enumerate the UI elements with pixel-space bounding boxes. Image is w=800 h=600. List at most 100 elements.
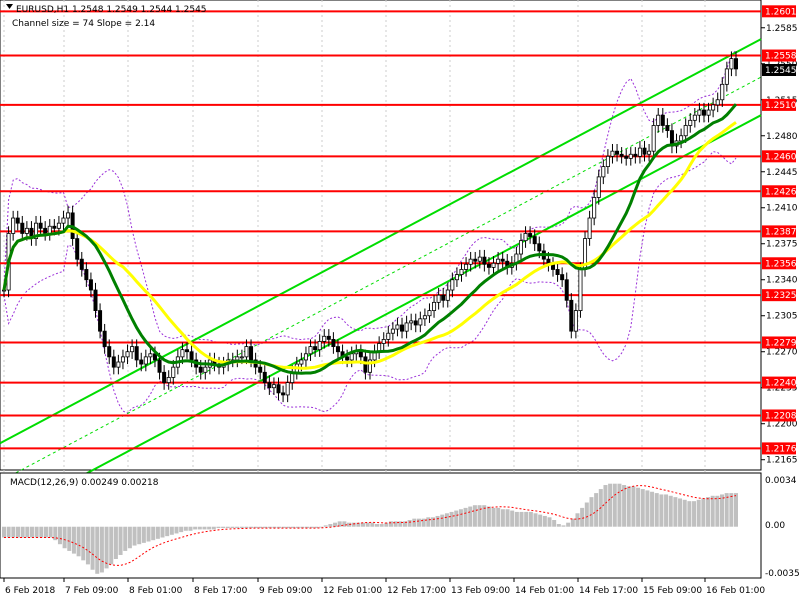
- price-channel: [0, 38, 762, 521]
- price-tick-label: 1.2480: [766, 132, 798, 142]
- macd-bar: [337, 521, 342, 527]
- macd-bar: [216, 526, 221, 529]
- macd-bar: [104, 526, 109, 569]
- candle-body: [198, 366, 203, 373]
- macd-bar: [25, 526, 30, 538]
- macd-tick-top: 0.0034: [765, 476, 797, 486]
- candle-body: [11, 217, 16, 234]
- level-tag-label: 1.2240: [765, 379, 797, 389]
- candle-body: [692, 114, 697, 121]
- macd-bar: [416, 518, 421, 527]
- macd-signal-line: [4, 485, 737, 566]
- macd-pane: MACD(12,26,9) 0.00249 0.00218 0.0034 0.0…: [0, 472, 800, 579]
- candle-body: [244, 346, 249, 358]
- candle-body: [326, 335, 331, 340]
- macd-bar: [710, 495, 715, 527]
- macd-bar: [230, 526, 235, 529]
- time-tick-label: 8 Feb 17:00: [194, 586, 248, 596]
- candle-body: [262, 371, 267, 383]
- candle-body: [249, 346, 254, 361]
- macd-bar: [291, 526, 296, 529]
- level-tag-label: 1.2208: [765, 411, 797, 421]
- candle-body: [532, 236, 537, 245]
- candle-body: [390, 328, 395, 334]
- candle-body: [125, 351, 130, 358]
- candle-body: [605, 155, 610, 168]
- price-tick-label: 1.2235: [766, 384, 798, 394]
- macd-bar: [626, 486, 631, 527]
- macd-bar: [463, 507, 468, 527]
- macd-bar: [734, 493, 738, 527]
- menu-triangle-icon[interactable]: [6, 4, 13, 9]
- candle-body: [143, 356, 148, 365]
- macd-bar: [90, 526, 95, 570]
- macd-bar: [393, 521, 398, 527]
- macd-bar: [678, 498, 683, 527]
- macd-bar: [673, 497, 678, 527]
- macd-tick-bottom: -0.00359: [765, 569, 800, 579]
- macd-bar: [412, 518, 417, 527]
- macd-bar: [197, 526, 202, 530]
- candle-body: [349, 353, 354, 361]
- macd-bar: [179, 526, 184, 533]
- macd-bar: [309, 526, 314, 529]
- macd-bar: [211, 526, 216, 530]
- candle-body: [276, 384, 281, 394]
- candle-body: [303, 353, 308, 361]
- time-tick-label: 15 Feb 09:00: [643, 586, 702, 596]
- candle-body: [436, 294, 441, 303]
- time-tick-label: 14 Feb 17:00: [579, 586, 638, 596]
- macd-bar: [482, 505, 487, 527]
- candle-body: [441, 294, 446, 301]
- candle-body: [184, 349, 189, 353]
- macd-bar: [244, 526, 249, 529]
- candle-body: [482, 256, 487, 265]
- candle-body: [587, 217, 592, 239]
- candle-body: [468, 258, 473, 265]
- symbol-line: EURUSD,H1 1.2548 1.2549 1.2544 1.2545: [16, 5, 207, 15]
- candle-body: [47, 225, 52, 234]
- time-tick-label: 12 Feb 17:00: [387, 586, 446, 596]
- candle-body: [459, 269, 464, 275]
- level-tag: [762, 442, 796, 455]
- candle-body: [422, 315, 427, 320]
- macd-bar: [127, 526, 132, 549]
- macd-bar: [323, 525, 328, 527]
- candle-body: [15, 217, 20, 224]
- macd-bar: [449, 511, 454, 527]
- candle-body: [647, 150, 652, 155]
- level-tag-label: 1.2279: [765, 338, 797, 348]
- macd-bar: [2, 526, 6, 538]
- macd-bar: [379, 524, 384, 527]
- candle-body: [258, 366, 263, 373]
- candle-body: [573, 310, 578, 332]
- macd-bar: [594, 493, 599, 527]
- candle-body: [189, 351, 194, 361]
- macd-bar: [547, 517, 552, 527]
- macd-bar: [486, 506, 491, 527]
- macd-bar: [524, 511, 529, 527]
- macd-bar: [85, 526, 90, 565]
- candle-body: [720, 83, 725, 101]
- macd-bar: [67, 526, 72, 551]
- macd-bar: [468, 506, 473, 527]
- macd-bar: [53, 526, 58, 541]
- candle-body: [615, 150, 620, 155]
- macd-bar: [6, 526, 11, 538]
- level-tag-label: 1.2460: [765, 152, 797, 162]
- candle-body: [313, 346, 318, 351]
- macd-bar: [514, 511, 519, 527]
- macd-bar: [645, 490, 650, 527]
- macd-bar: [664, 494, 669, 527]
- macd-bar: [682, 499, 687, 527]
- candle-body: [61, 217, 66, 224]
- level-tag-label: 1.2601: [765, 7, 797, 17]
- candle-body: [560, 274, 565, 281]
- macd-bar: [202, 526, 207, 530]
- candle-body: [52, 225, 57, 229]
- candle-body: [130, 346, 135, 353]
- candle-body: [454, 274, 459, 281]
- macd-bar: [263, 526, 268, 529]
- macd-bar: [566, 522, 571, 527]
- macd-bar: [552, 519, 557, 527]
